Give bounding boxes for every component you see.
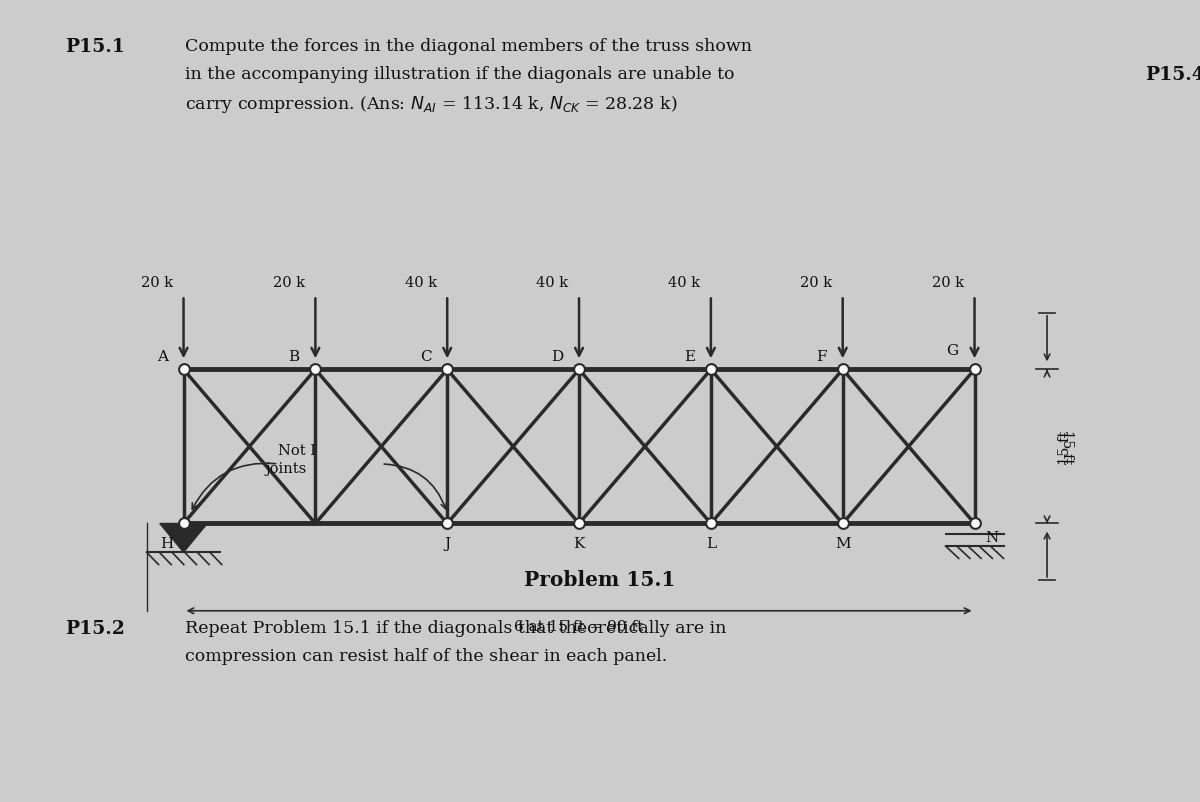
Polygon shape — [160, 524, 208, 553]
Point — [833, 517, 852, 530]
Text: P15.2: P15.2 — [65, 619, 125, 638]
Point — [701, 517, 720, 530]
Text: N: N — [985, 530, 998, 544]
Text: G: G — [947, 343, 959, 358]
Text: 15 ft: 15 ft — [1057, 430, 1072, 464]
Point — [965, 363, 984, 376]
Text: compression can resist half of the shear in each panel.: compression can resist half of the shear… — [185, 647, 667, 664]
Point — [306, 363, 325, 376]
Text: Not I: Not I — [278, 443, 317, 457]
Text: 20 k: 20 k — [140, 276, 173, 290]
Text: L: L — [706, 536, 716, 550]
Text: 15 ft: 15 ft — [1061, 430, 1074, 464]
Text: carry compression. (Ans: $N_{AI}$ = 113.14 k, $N_{CK}$ = 28.28 k): carry compression. (Ans: $N_{AI}$ = 113.… — [185, 94, 678, 115]
Point — [965, 517, 984, 530]
Text: D: D — [551, 350, 563, 364]
Text: 40 k: 40 k — [668, 276, 701, 290]
Text: P15.1: P15.1 — [65, 38, 125, 56]
Text: P15.4: P15.4 — [1145, 66, 1200, 84]
Text: E: E — [684, 350, 695, 364]
Text: Repeat Problem 15.1 if the diagonals that theoretically are in: Repeat Problem 15.1 if the diagonals tha… — [185, 619, 726, 636]
Text: joints: joints — [265, 461, 306, 476]
Text: H: H — [160, 536, 173, 550]
Point — [174, 363, 193, 376]
Text: 20 k: 20 k — [932, 276, 964, 290]
Point — [438, 363, 457, 376]
Text: F: F — [816, 350, 827, 364]
Text: M: M — [835, 536, 851, 550]
Point — [570, 363, 589, 376]
Text: 20 k: 20 k — [800, 276, 832, 290]
Text: K: K — [574, 536, 584, 550]
Point — [701, 363, 720, 376]
Point — [570, 517, 589, 530]
Text: C: C — [420, 350, 431, 364]
Text: 20 k: 20 k — [272, 276, 305, 290]
Text: in the accompanying illustration if the diagonals are unable to: in the accompanying illustration if the … — [185, 66, 734, 83]
Text: 40 k: 40 k — [404, 276, 437, 290]
Text: J: J — [444, 536, 450, 550]
Text: Compute the forces in the diagonal members of the truss shown: Compute the forces in the diagonal membe… — [185, 38, 752, 55]
Point — [438, 517, 457, 530]
Text: 6 at 15 ft = 90 ft: 6 at 15 ft = 90 ft — [515, 619, 643, 634]
Point — [833, 363, 852, 376]
Text: B: B — [288, 350, 300, 364]
Text: Problem 15.1: Problem 15.1 — [524, 569, 676, 589]
Text: 40 k: 40 k — [536, 276, 569, 290]
Text: A: A — [157, 350, 168, 364]
Point — [174, 517, 193, 530]
